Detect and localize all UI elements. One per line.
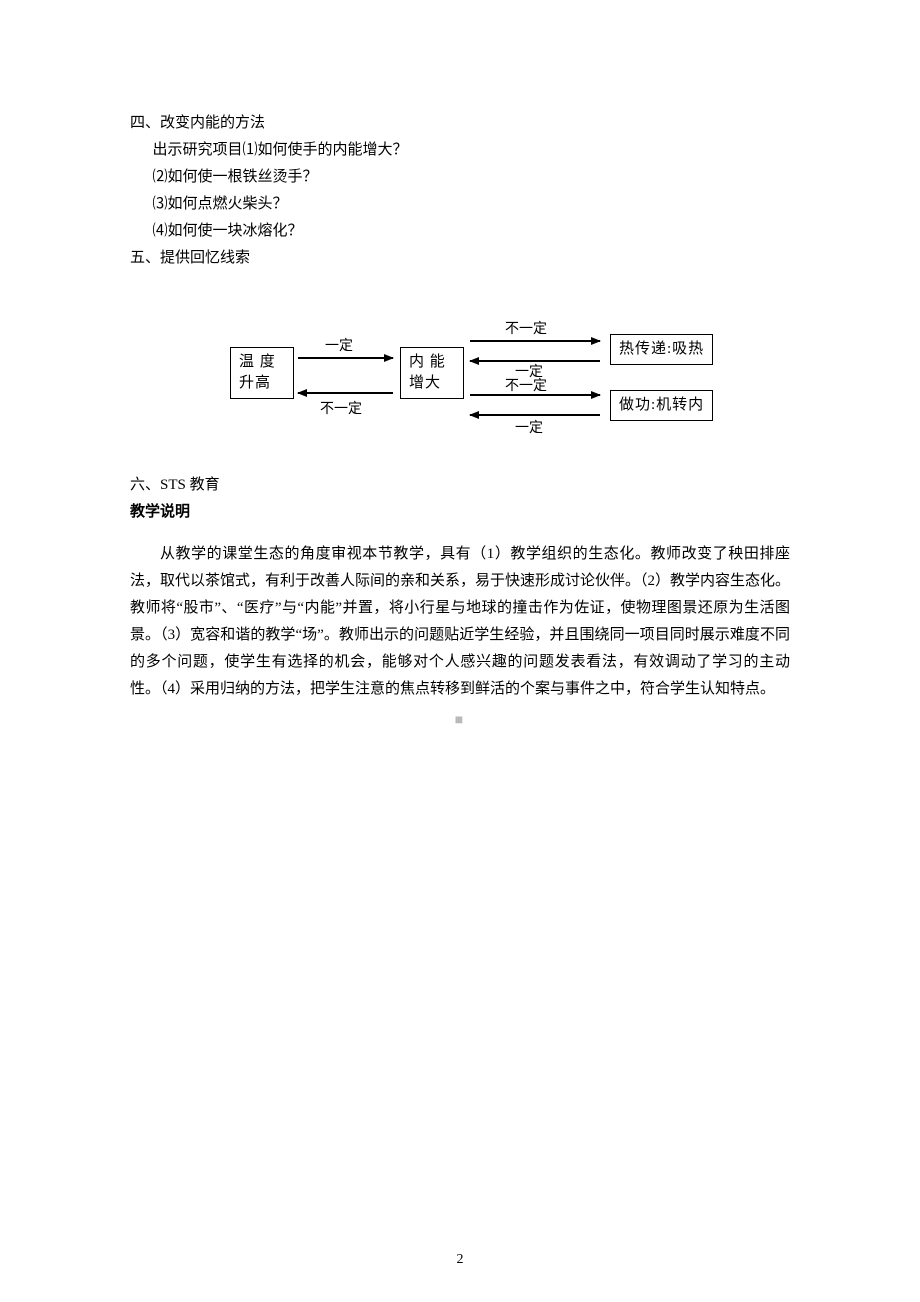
section-5-heading: 五、提供回忆线索: [130, 245, 790, 272]
arrow-energy-to-temp: [298, 392, 393, 394]
box-work: 做功:机转内: [610, 390, 713, 421]
section-4-item-3: ⑶如何点燃火柴头？: [153, 191, 791, 218]
section-4-item-4: ⑷如何使一块冰熔化？: [153, 218, 791, 245]
box-internal-energy-line1: 内 能: [409, 352, 455, 373]
watermark: ■: [0, 708, 920, 733]
section-4-item-2: ⑵如何使一根铁丝烫手？: [153, 164, 791, 191]
label-to-work: 不一定: [505, 374, 547, 399]
box-internal-energy: 内 能 增大: [400, 347, 464, 399]
explain-title: 教学说明: [130, 499, 790, 526]
section-6-heading: 六、STS 教育: [130, 472, 790, 499]
section-4: 四、改变内能的方法 出示研究项目⑴如何使手的内能增大？ ⑵如何使一根铁丝烫手？ …: [130, 110, 790, 245]
box-temperature-line1: 温 度: [239, 352, 285, 373]
box-heat-transfer: 热传递:吸热: [610, 334, 713, 365]
page-number: 2: [0, 1247, 920, 1272]
section-4-heading: 四、改变内能的方法: [130, 110, 790, 137]
concept-diagram: 温 度 升高 内 能 增大 热传递:吸热 做功:机转内 一定 不一定 不一定 一…: [230, 302, 750, 452]
label-energy-to-temp: 不一定: [320, 397, 362, 422]
box-work-text: 做功:机转内: [619, 397, 704, 413]
label-from-work: 一定: [515, 416, 543, 441]
label-to-heat: 不一定: [505, 317, 547, 342]
section-4-item-1: 出示研究项目⑴如何使手的内能增大？: [153, 137, 791, 164]
label-temp-to-energy: 一定: [325, 334, 353, 359]
explain-body: 从教学的课堂生态的角度审视本节教学，具有（1）教学组织的生态化。教师改变了秧田排…: [130, 541, 790, 703]
page: 四、改变内能的方法 出示研究项目⑴如何使手的内能增大？ ⑵如何使一根铁丝烫手？ …: [0, 0, 920, 1302]
box-internal-energy-line2: 增大: [409, 373, 455, 394]
box-heat-transfer-text: 热传递:吸热: [619, 341, 704, 357]
box-temperature-line2: 升高: [239, 373, 285, 394]
box-temperature: 温 度 升高: [230, 347, 294, 399]
